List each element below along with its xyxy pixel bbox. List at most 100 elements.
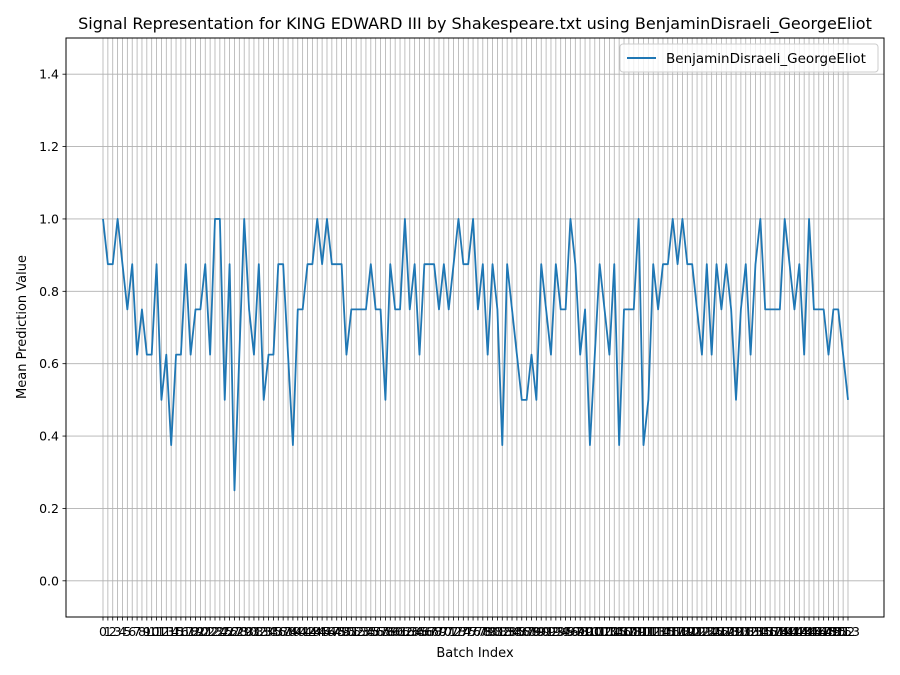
- plot-area-frame: [65, 37, 885, 618]
- x-tick-label: 62: [397, 624, 413, 639]
- x-tick-label: 31: [246, 624, 262, 639]
- x-tick-label: 149: [817, 624, 841, 639]
- x-tick-label: 16: [173, 624, 189, 639]
- x-tick-label: 4: [119, 624, 127, 639]
- x-tick-label: 67: [421, 624, 437, 639]
- x-tick-label: 146: [802, 624, 826, 639]
- x-tick-label: 34: [261, 624, 277, 639]
- x-tick-label: 1: [104, 624, 112, 639]
- x-axis-ticks: 0123456789101112131415161718192021222324…: [99, 617, 860, 639]
- x-tick-label: 85: [509, 624, 525, 639]
- x-tick-label: 143: [787, 624, 811, 639]
- y-tick-label: 0.6: [39, 356, 59, 371]
- y-axis-ticks: 0.0 0.2 0.4 0.6 0.8 1.0 1.2 1.4: [39, 67, 66, 588]
- x-tick-label: 59: [382, 624, 398, 639]
- x-tick-label: 96: [562, 624, 578, 639]
- y-tick-label: 0.0: [39, 573, 59, 588]
- legend-box: [619, 43, 879, 73]
- x-tick-label: 81: [489, 624, 505, 639]
- x-tick-label: 150: [821, 624, 845, 639]
- x-tick-label: 97: [567, 624, 583, 639]
- x-tick-label: 17: [178, 624, 194, 639]
- x-tick-label: 75: [460, 624, 476, 639]
- x-tick-label: 111: [632, 624, 656, 639]
- y-tick-label: 0.4: [39, 429, 59, 444]
- x-tick-label: 134: [744, 624, 768, 639]
- x-tick-label: 94: [553, 624, 569, 639]
- x-tick-label: 56: [368, 624, 384, 639]
- x-tick-label: 5: [123, 624, 131, 639]
- chart-title: Signal Representation for KING EDWARD II…: [78, 14, 872, 34]
- x-tick-label: 3: [114, 624, 122, 639]
- x-tick-label: 95: [558, 624, 574, 639]
- x-tick-label: 8: [138, 624, 146, 639]
- x-tick-label: 32: [251, 624, 267, 639]
- x-tick-label: 109: [622, 624, 646, 639]
- x-tick-label: 60: [387, 624, 403, 639]
- x-tick-label: 124: [695, 624, 719, 639]
- x-tick-label: 44: [309, 624, 325, 639]
- x-tick-label: 6: [128, 624, 136, 639]
- x-tick-label: 69: [431, 624, 447, 639]
- x-tick-label: 47: [324, 624, 340, 639]
- x-tick-label: 21: [197, 624, 213, 639]
- x-tick-label: 117: [661, 624, 685, 639]
- x-tick-label: 125: [700, 624, 724, 639]
- legend: BenjaminDisraeli_GeorgeEliot: [619, 43, 879, 73]
- x-tick-label: 136: [753, 624, 777, 639]
- x-tick-label: 88: [524, 624, 540, 639]
- x-tick-label: 115: [651, 624, 675, 639]
- x-tick-label: 86: [514, 624, 530, 639]
- x-tick-label: 89: [528, 624, 544, 639]
- x-tick-label: 51: [343, 624, 359, 639]
- x-tick-label: 82: [494, 624, 510, 639]
- x-tick-label: 131: [729, 624, 753, 639]
- y-tick-label: 0.2: [39, 501, 59, 516]
- y-tick-label: 1.4: [39, 67, 59, 82]
- x-tick-label: 10: [144, 624, 160, 639]
- x-tick-label: 106: [607, 624, 631, 639]
- series-line: [102, 218, 849, 492]
- x-tick-label: 74: [455, 624, 471, 639]
- x-tick-label: 119: [671, 624, 695, 639]
- x-tick-label: 90: [533, 624, 549, 639]
- x-tick-label: 72: [446, 624, 462, 639]
- x-tick-label: 77: [470, 624, 486, 639]
- x-tick-label: 18: [183, 624, 199, 639]
- x-tick-label: 13: [158, 624, 174, 639]
- x-tick-label: 118: [666, 624, 690, 639]
- x-tick-label: 20: [192, 624, 208, 639]
- series-layer: [102, 218, 849, 492]
- x-tick-label: 61: [392, 624, 408, 639]
- x-tick-label: 49: [334, 624, 350, 639]
- x-tick-label: 41: [295, 624, 311, 639]
- x-tick-label: 99: [577, 624, 593, 639]
- x-tick-label: 0: [99, 624, 107, 639]
- x-tick-label: 35: [265, 624, 281, 639]
- x-tick-label: 33: [256, 624, 272, 639]
- x-tick-label: 2: [109, 624, 117, 639]
- x-tick-label: 63: [402, 624, 418, 639]
- x-axis-label: Batch Index: [436, 646, 514, 661]
- x-tick-label: 29: [236, 624, 252, 639]
- x-tick-label: 148: [812, 624, 836, 639]
- x-tick-label: 84: [504, 624, 520, 639]
- y-tick-label: 1.0: [39, 211, 59, 226]
- x-tick-label: 121: [680, 624, 704, 639]
- x-tick-label: 98: [572, 624, 588, 639]
- x-tick-label: 71: [441, 624, 457, 639]
- x-tick-label: 92: [543, 624, 559, 639]
- x-tick-label: 54: [358, 624, 374, 639]
- x-tick-label: 93: [548, 624, 564, 639]
- x-tick-label: 132: [734, 624, 758, 639]
- x-tick-label: 126: [705, 624, 729, 639]
- x-tick-label: 112: [636, 624, 660, 639]
- x-tick-label: 123: [690, 624, 714, 639]
- x-tick-label: 153: [836, 624, 860, 639]
- x-tick-label: 140: [773, 624, 797, 639]
- x-tick-label: 129: [719, 624, 743, 639]
- x-tick-label: 87: [519, 624, 535, 639]
- x-tick-label: 91: [538, 624, 554, 639]
- x-tick-label: 116: [656, 624, 680, 639]
- x-tick-label: 147: [807, 624, 831, 639]
